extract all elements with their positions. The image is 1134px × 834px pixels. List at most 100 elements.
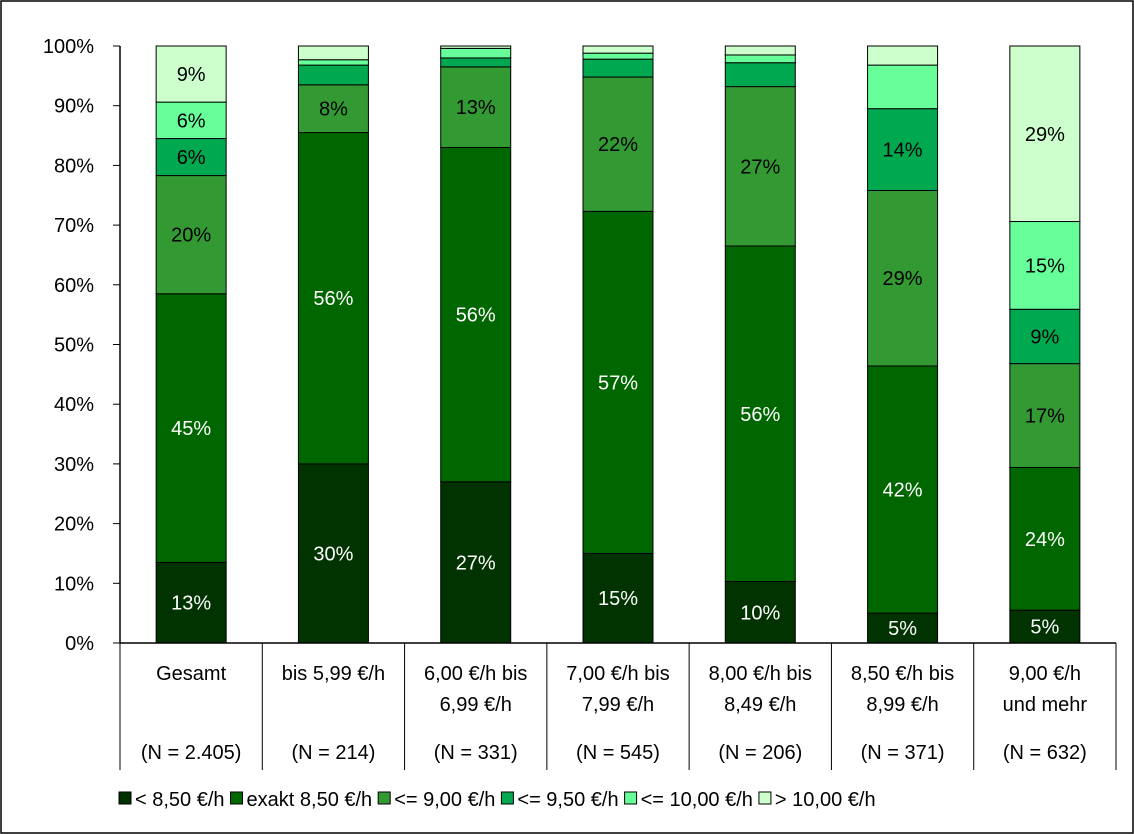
- data-label: 56%: [740, 404, 780, 426]
- x-tick-label-line2: 8,49 €/h: [724, 694, 796, 716]
- x-tick-label-line2: 8,99 €/h: [866, 694, 938, 716]
- data-label: 15%: [1025, 255, 1065, 277]
- x-tick-label-line2: 6,99 €/h: [440, 694, 512, 716]
- bar-segment: [440, 481, 512, 644]
- bar-segment: [867, 365, 939, 614]
- bar-segment: [297, 59, 369, 66]
- x-tick-label: Gesamt: [156, 663, 226, 685]
- y-axis-ticks: 0% 10% 20% 30% 40% 50% 60% 70% 80% 90% 100%: [43, 36, 120, 655]
- y-tick-label: 30%: [54, 454, 94, 476]
- data-label: 6%: [177, 110, 206, 132]
- category-count-label: (N = 214): [291, 742, 375, 764]
- category-count-label: (N = 331): [434, 742, 518, 764]
- bar-segment: [724, 245, 796, 583]
- bar-segment: [867, 45, 939, 66]
- x-tick-label: 8,50 €/h bis: [851, 663, 954, 685]
- bar-segment: [1009, 221, 1081, 310]
- data-label: 5%: [1030, 617, 1059, 639]
- x-tick-label: 6,00 €/h bis: [424, 663, 527, 685]
- bar-segment: [297, 64, 369, 86]
- bar-segment: [297, 45, 369, 61]
- data-label: 5%: [888, 618, 917, 640]
- bar-segment: [155, 45, 227, 103]
- bar-segment: [724, 581, 796, 644]
- x-tick-label: 9,00 €/h: [1009, 663, 1081, 685]
- x-tick-label: 8,00 €/h bis: [709, 663, 812, 685]
- data-label: 29%: [1025, 124, 1065, 146]
- bar-segment: [440, 146, 512, 483]
- bar-segment: [155, 101, 227, 140]
- y-tick-label: 70%: [54, 215, 94, 237]
- y-tick-label: 60%: [54, 275, 94, 297]
- legend-label: < 8,50 €/h: [135, 789, 225, 811]
- bar-segment: [297, 132, 369, 465]
- category-count-label: (N = 632): [1003, 742, 1087, 764]
- data-label: 42%: [883, 480, 923, 502]
- data-label: 57%: [598, 372, 638, 394]
- legend-swatch: [118, 791, 132, 805]
- legend-label: > 10,00 €/h: [775, 789, 876, 811]
- bar-segment: [582, 58, 654, 78]
- bar-segment: [440, 45, 512, 49]
- legend-swatch: [377, 791, 391, 805]
- bar-segment: [297, 84, 369, 134]
- legend-swatch: [624, 791, 638, 805]
- legend-swatch: [500, 791, 514, 805]
- data-label: 8%: [319, 99, 348, 121]
- data-label: 56%: [313, 288, 353, 310]
- bar-segment: [582, 45, 654, 54]
- y-tick-label: 80%: [54, 155, 94, 177]
- category-count-label: (N = 2.405): [141, 742, 242, 764]
- legend-label: <= 9,50 €/h: [517, 789, 618, 811]
- bar-segment: [1009, 45, 1081, 223]
- data-label: 13%: [171, 593, 211, 615]
- bar-segment: [582, 210, 654, 554]
- data-label: 22%: [598, 134, 638, 156]
- bar-segment: [155, 138, 227, 177]
- bar-segment: [440, 47, 512, 59]
- data-label: 14%: [883, 140, 923, 162]
- axes: [119, 46, 1116, 644]
- data-label: 24%: [1025, 529, 1065, 551]
- y-tick-label: 0%: [65, 633, 94, 655]
- data-label: 15%: [598, 588, 638, 610]
- data-label: 20%: [171, 225, 211, 247]
- bar-segment: [1009, 308, 1081, 365]
- x-tick-label: 7,00 €/h bis: [566, 663, 669, 685]
- bar-segment: [582, 52, 654, 60]
- bar-segment: [867, 64, 939, 110]
- bar-segment: [155, 293, 227, 563]
- data-label: 17%: [1025, 406, 1065, 428]
- data-label: 56%: [456, 305, 496, 327]
- bar-segment: [440, 66, 512, 148]
- y-tick-label: 50%: [54, 335, 94, 357]
- bar-segment: [867, 189, 939, 367]
- bar-segment: [867, 108, 939, 191]
- bar-segment: [724, 62, 796, 88]
- legend-swatch: [230, 791, 244, 805]
- y-tick-label: 20%: [54, 514, 94, 536]
- bar-segment: [724, 54, 796, 64]
- legend-label: exakt 8,50 €/h: [247, 789, 373, 811]
- y-tick-label: 10%: [54, 573, 94, 595]
- category-count-label: (N = 206): [718, 742, 802, 764]
- data-label: 10%: [740, 602, 780, 624]
- x-tick-label-line2: und mehr: [1003, 694, 1088, 716]
- bar-segment: [440, 57, 512, 68]
- data-label: 9%: [1030, 326, 1059, 348]
- data-label: 6%: [177, 147, 206, 169]
- x-tick-label-line2: 7,99 €/h: [582, 694, 654, 716]
- y-tick-label: 90%: [54, 96, 94, 118]
- y-tick-label: 40%: [54, 394, 94, 416]
- data-label: 13%: [456, 97, 496, 119]
- x-tick-label: bis 5,99 €/h: [282, 663, 385, 685]
- data-label: 27%: [740, 156, 780, 178]
- bar-segment: [297, 463, 369, 644]
- legend: < 8,50 €/h exakt 8,50 €/h <= 9,00 €/h <= 9,…: [118, 789, 876, 811]
- data-label: 29%: [883, 268, 923, 290]
- y-tick-label: 100%: [43, 36, 94, 58]
- category-count-label: (N = 371): [861, 742, 945, 764]
- bar-segment: [582, 76, 654, 212]
- legend-label: <= 10,00 €/h: [641, 789, 753, 811]
